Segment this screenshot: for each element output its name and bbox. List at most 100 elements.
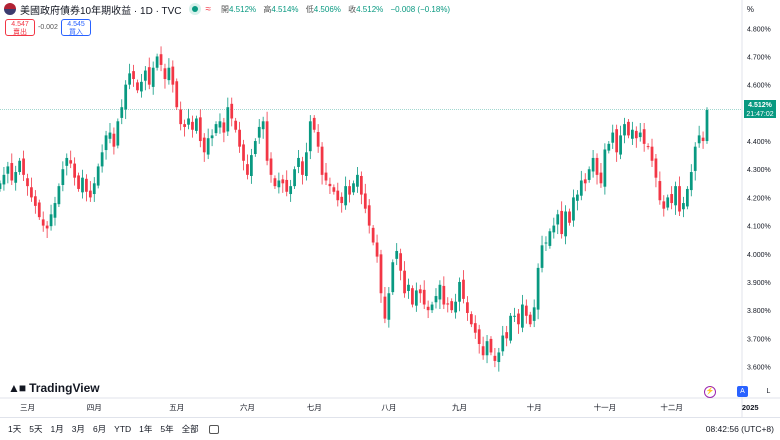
candle-body	[560, 210, 564, 235]
candle-body	[418, 289, 422, 294]
period-5y[interactable]: 5年	[160, 424, 174, 434]
candle-body	[132, 71, 135, 80]
sell-button[interactable]: 4.547 賣出	[5, 19, 35, 36]
candle-body	[359, 175, 363, 195]
candle-body	[646, 146, 650, 148]
candle-body	[568, 211, 571, 223]
y-tick-label: 3.800%	[747, 308, 771, 315]
candle-body	[92, 183, 96, 195]
candle-body	[265, 121, 269, 161]
candle-body	[143, 70, 147, 81]
x-tick-label: 2025	[742, 403, 759, 412]
candle-body	[88, 190, 92, 198]
candle-body	[438, 284, 442, 300]
price-chart[interactable]: 3.600% 3.700% 3.800% 3.900% 4.000% 4.100% 4.20…	[0, 0, 780, 417]
clock[interactable]: 08:42:56 (UTC+8)	[705, 424, 774, 434]
period-all[interactable]: 全部	[181, 424, 199, 434]
candle-body	[634, 130, 638, 139]
candle-body	[489, 338, 493, 353]
candle-body	[340, 196, 344, 204]
candle-body	[705, 110, 709, 142]
candle-body	[517, 313, 520, 325]
candle-body	[348, 186, 351, 195]
tradingview-logo-icon: ▲■	[8, 381, 26, 395]
candle-body	[261, 121, 265, 130]
candle-body	[100, 152, 104, 167]
candle-body	[57, 186, 61, 205]
current-price-label: 4.512% 21:47:02	[744, 100, 776, 118]
period-5d[interactable]: 5天	[29, 424, 43, 434]
x-tick-label: 四月	[87, 403, 102, 412]
candle-body	[65, 157, 69, 166]
candle-body	[674, 186, 677, 206]
candle-body	[395, 250, 399, 259]
candle-body	[159, 54, 163, 65]
period-1d[interactable]: 1天	[8, 424, 22, 434]
candle-body	[226, 107, 230, 132]
candle-body	[513, 315, 516, 317]
lightning-icon[interactable]: ⚡	[704, 386, 716, 398]
candle-body	[304, 152, 308, 176]
candle-body	[37, 202, 41, 218]
wave-icon: ≈	[205, 3, 212, 15]
candle-body	[108, 132, 112, 139]
period-1m[interactable]: 1月	[50, 424, 64, 434]
x-tick-label: 三月	[20, 403, 35, 412]
candle-body	[595, 157, 599, 175]
candle-body	[434, 296, 438, 303]
candle-body	[30, 187, 33, 198]
candle-body	[136, 82, 139, 91]
log-scale-button[interactable]: L	[766, 388, 771, 395]
candle-body	[18, 160, 22, 173]
candle-body	[22, 158, 25, 175]
x-tick-label: 五月	[169, 403, 184, 412]
candle-body	[670, 194, 674, 204]
candle-body	[540, 245, 544, 268]
candle-body	[104, 135, 108, 151]
symbol-header: 美國政府債券10年期收益 · 1D · TVC ≈ 開4.512% 高4.514…	[0, 0, 455, 18]
candle-body	[462, 279, 465, 299]
candle-body	[112, 133, 116, 147]
symbol-title[interactable]: 美國政府債券10年期收益 · 1D · TVC	[20, 5, 182, 17]
candle-body	[257, 126, 261, 138]
candle-body	[430, 304, 434, 311]
candle-body	[528, 314, 532, 325]
buy-button[interactable]: 4.545 買入	[61, 19, 91, 36]
period-6m[interactable]: 6月	[92, 424, 107, 434]
y-tick-label: 3.700%	[747, 336, 771, 343]
candle-body	[234, 120, 238, 130]
candle-body	[53, 203, 57, 218]
candle-body	[466, 302, 469, 313]
candle-body	[242, 144, 245, 161]
candle-body	[521, 304, 524, 328]
candle-body	[218, 121, 222, 128]
candle-body	[10, 163, 14, 181]
candle-body	[607, 143, 611, 151]
period-3m[interactable]: 3月	[71, 424, 85, 434]
x-tick-label: 十一月	[594, 402, 617, 412]
candle-body	[556, 214, 560, 225]
candle-body	[289, 186, 293, 195]
candle-body	[469, 314, 473, 325]
candle-body	[497, 352, 501, 363]
candle-body	[73, 163, 77, 178]
period-ytd[interactable]: YTD	[114, 424, 132, 434]
auto-scale-button[interactable]: A	[737, 386, 748, 397]
period-1y[interactable]: 1年	[139, 424, 153, 434]
tradingview-logo: ▲■ TradingView	[8, 381, 100, 395]
candle-body	[414, 290, 418, 306]
candle-body	[363, 193, 367, 209]
candle-body	[281, 179, 285, 184]
candle-body	[175, 81, 179, 108]
candle-body	[155, 56, 159, 68]
candle-body	[701, 137, 705, 142]
candle-body	[576, 194, 579, 201]
candle-body	[481, 346, 485, 356]
candle-body	[493, 355, 497, 361]
candle-body	[564, 211, 567, 237]
calendar-icon[interactable]	[208, 424, 219, 434]
candle-body	[485, 341, 489, 356]
y-tick-label: 4.800%	[747, 26, 771, 33]
y-tick-label: 4.200%	[747, 195, 771, 202]
candle-body	[352, 183, 355, 193]
